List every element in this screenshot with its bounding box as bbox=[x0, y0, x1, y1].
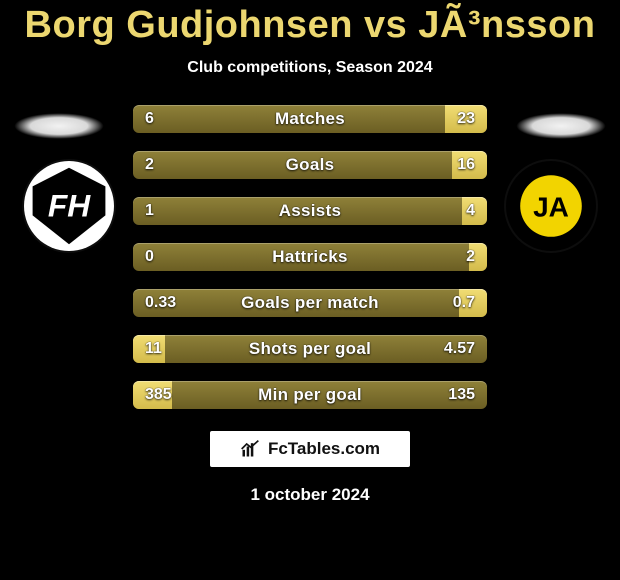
date-text: 1 october 2024 bbox=[0, 485, 620, 505]
chart-icon bbox=[240, 439, 260, 459]
ja-logo-icon: JA bbox=[509, 164, 593, 248]
page-title: Borg Gudjohnsen vs JÃ³nsson bbox=[0, 4, 620, 47]
stat-rows: 623Matches 216Goals 14Assists 02Hattricks 0.… bbox=[133, 105, 487, 409]
shadow-ellipse-right bbox=[516, 113, 606, 139]
footer: FcTables.com 1 october 2024 bbox=[0, 431, 620, 505]
stat-row: 216Goals bbox=[133, 151, 487, 179]
svg-text:JA: JA bbox=[533, 191, 569, 222]
stat-row: 623Matches bbox=[133, 105, 487, 133]
stat-row: 385135Min per goal bbox=[133, 381, 487, 409]
stat-label: Shots per goal bbox=[133, 335, 487, 363]
comparison-stage: FH JA 623Matches 216Goals 14Assists 02Hattr… bbox=[0, 105, 620, 409]
stat-label: Matches bbox=[133, 105, 487, 133]
stat-label: Goals bbox=[133, 151, 487, 179]
stat-row: 0.330.7Goals per match bbox=[133, 289, 487, 317]
page-subtitle: Club competitions, Season 2024 bbox=[0, 59, 620, 77]
svg-text:FH: FH bbox=[48, 187, 91, 223]
shadow-ellipse-left bbox=[14, 113, 104, 139]
club-badge-right: JA bbox=[506, 161, 596, 251]
stat-label: Goals per match bbox=[133, 289, 487, 317]
fh-logo-icon: FH bbox=[27, 164, 111, 248]
stat-row: 14Assists bbox=[133, 197, 487, 225]
club-badge-left: FH bbox=[24, 161, 114, 251]
source-badge: FcTables.com bbox=[210, 431, 410, 467]
header: Borg Gudjohnsen vs JÃ³nsson Club competi… bbox=[0, 0, 620, 77]
stat-row: 114.57Shots per goal bbox=[133, 335, 487, 363]
source-label: FcTables.com bbox=[268, 439, 380, 459]
stat-label: Hattricks bbox=[133, 243, 487, 271]
stat-label: Min per goal bbox=[133, 381, 487, 409]
stat-row: 02Hattricks bbox=[133, 243, 487, 271]
stat-label: Assists bbox=[133, 197, 487, 225]
